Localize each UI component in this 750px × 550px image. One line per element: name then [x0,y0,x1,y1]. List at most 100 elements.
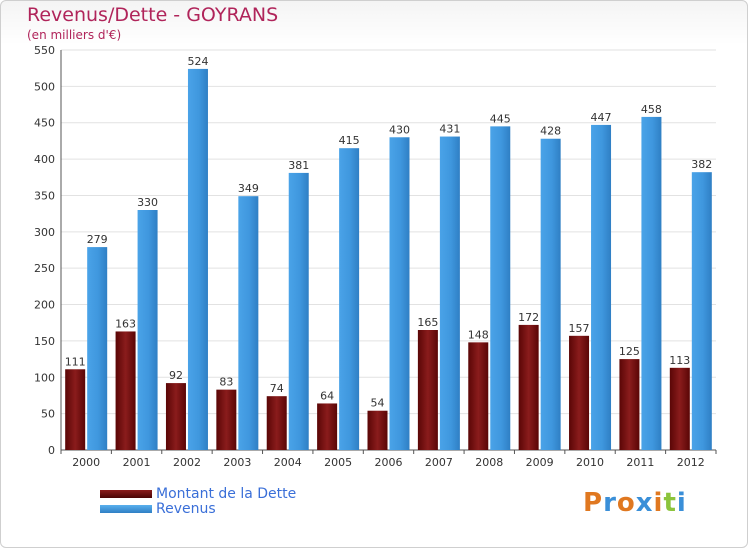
x-tick-label: 2011 [626,456,654,469]
y-tick-label: 550 [34,44,55,57]
y-tick-label: 200 [34,299,55,312]
bar-revenus [288,172,309,450]
bar-dette [165,383,186,450]
data-label-revenus: 447 [591,111,612,124]
bar-revenus [591,124,612,450]
bar-dette [115,331,136,450]
x-tick-label: 2005 [324,456,352,469]
proxiti-logo: Proxiti [583,488,687,518]
bar-dette [65,369,86,450]
bar-revenus [238,196,259,450]
data-label-dette: 125 [619,345,640,358]
x-tick-label: 2007 [425,456,453,469]
data-label-dette: 172 [518,311,539,324]
bar-revenus [87,247,108,450]
logo-letter: P [583,488,604,518]
x-tick-label: 2009 [526,456,554,469]
chart-title: Revenus/Dette - GOYRANS [27,4,279,26]
legend-item-revenus: Revenus [100,500,296,517]
legend-item-dette: Montant de la Dette [100,485,297,502]
logo-letter: i [653,488,664,518]
x-tick-label: 2002 [173,456,201,469]
bar-revenus [339,148,360,450]
gridlines [61,49,716,415]
data-label-revenus: 524 [187,55,208,68]
data-label-dette: 157 [569,322,590,335]
legend-label-dette: Montant de la Dette [156,485,297,502]
bar-dette [619,359,640,450]
data-label-revenus: 381 [288,159,309,172]
data-label-revenus: 415 [339,134,360,147]
data-label-revenus: 458 [641,103,662,116]
bar-dette [367,410,388,450]
data-label-revenus: 279 [87,233,108,246]
y-tick-label: 300 [34,226,55,239]
x-tick-label: 2012 [677,456,705,469]
data-label-revenus: 349 [238,182,259,195]
y-tick-label: 250 [34,262,55,275]
bar-dette [266,396,287,450]
data-label-dette: 64 [320,389,334,402]
logo-letter: o [616,488,636,518]
axes: 0 50 100 150 200 250 300 350 400 450 500 550 2000 200… [34,44,717,469]
y-tick-label: 50 [41,408,55,421]
bar-revenus [137,210,158,450]
data-label-dette: 83 [219,376,233,389]
bar-dette [468,342,489,450]
data-label-dette: 92 [169,369,183,382]
legend-swatch-dette [100,489,152,498]
bar-revenus [490,126,511,450]
bar-revenus [691,172,712,450]
bar-revenus [389,137,410,451]
data-label-dette: 74 [270,382,284,395]
legend-label-revenus: Revenus [156,500,216,517]
y-tick-label: 450 [34,117,55,130]
y-tick-label: 400 [34,153,55,166]
x-tick-label: 2008 [475,456,503,469]
y-tick-label: 500 [34,80,55,93]
x-tick-label: 2003 [223,456,251,469]
x-tick-label: 2006 [375,456,403,469]
data-label-revenus: 330 [137,196,158,209]
data-label-dette: 148 [468,328,489,341]
chart-subtitle: (en milliers d'€) [27,28,122,42]
logo-letter: x [635,488,654,518]
data-labels: 111 279 163 330 92 524 83 349 74 381 64 415 54 430 165… [65,55,713,410]
x-tick-label: 2004 [274,456,302,469]
bar-revenus [439,136,460,450]
data-label-dette: 113 [669,354,690,367]
data-label-revenus: 428 [540,125,561,138]
y-tick-label: 350 [34,189,55,202]
logo-letter: r [603,488,617,518]
data-label-revenus: 382 [691,158,712,171]
data-label-dette: 165 [417,316,438,329]
y-tick-label: 100 [34,371,55,384]
bar-revenus [187,68,208,450]
data-label-revenus: 445 [490,112,511,125]
bar-dette [317,403,338,450]
legend: Montant de la Dette Revenus [100,485,297,517]
data-label-revenus: 430 [389,123,410,136]
legend-swatch-revenus [100,504,152,513]
bar-revenus [540,138,561,450]
bar-revenus [641,116,662,450]
bars [65,68,712,451]
logo-letter: t [663,488,677,518]
y-tick-label: 0 [48,444,55,457]
data-label-dette: 163 [115,317,136,330]
y-tick-label: 150 [34,335,55,348]
bar-dette [669,367,690,450]
bar-dette [569,335,590,450]
data-label-dette: 54 [371,397,385,410]
logo-letter: i [676,488,687,518]
bar-dette [216,389,237,450]
bar-dette [518,324,539,450]
x-tick-label: 2000 [72,456,100,469]
x-tick-label: 2010 [576,456,604,469]
bar-dette [417,330,438,450]
x-tick-label: 2001 [123,456,151,469]
data-label-dette: 111 [65,355,86,368]
data-label-revenus: 431 [439,123,460,136]
